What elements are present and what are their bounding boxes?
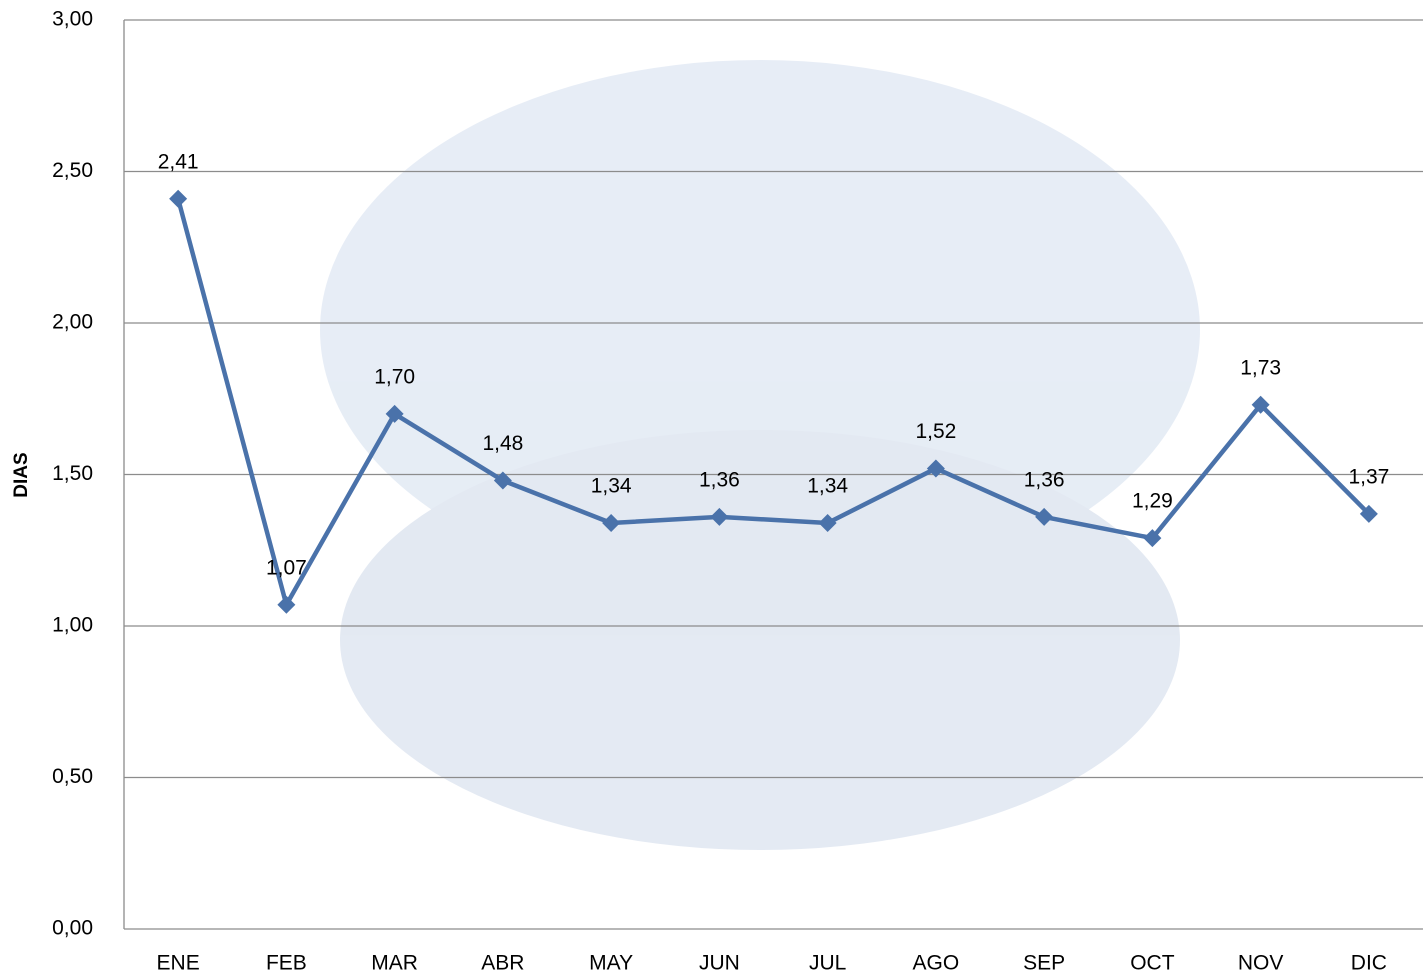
x-tick-label: FEB (266, 952, 307, 975)
x-tick-label: OCT (1130, 952, 1175, 975)
data-label: 1,34 (807, 475, 848, 498)
marker (169, 190, 187, 208)
data-label: 2,41 (158, 150, 199, 173)
data-label: 1,52 (915, 420, 956, 443)
x-tick-label: DIC (1351, 952, 1387, 975)
y-tick-label: 0,00 (52, 917, 93, 940)
y-tick-label: 1,50 (52, 462, 93, 485)
marker (277, 596, 295, 614)
x-tick-label: ENE (157, 952, 200, 975)
x-tick-label: JUN (699, 952, 740, 975)
x-tick-label: MAY (589, 952, 633, 975)
watermark (320, 60, 1200, 850)
x-tick-label: NOV (1238, 952, 1284, 975)
data-label: 1,37 (1348, 465, 1389, 488)
data-label: 1,07 (266, 556, 307, 579)
y-tick-label: 3,00 (52, 8, 93, 31)
x-tick-label: AGO (913, 952, 960, 975)
data-label: 1,36 (699, 468, 740, 491)
x-tick-label: MAR (371, 952, 418, 975)
y-tick-label: 1,00 (52, 614, 93, 637)
data-label: 1,29 (1132, 490, 1173, 513)
data-label: 1,48 (482, 432, 523, 455)
data-label: 1,36 (1024, 468, 1065, 491)
x-tick-label: JUL (809, 952, 846, 975)
y-axis-label: DIAS (11, 452, 32, 497)
data-label: 1,73 (1240, 356, 1281, 379)
x-tick-label: SEP (1023, 952, 1065, 975)
x-tick-label: ABR (481, 952, 524, 975)
y-tick-label: 2,50 (52, 159, 93, 182)
data-label: 1,34 (591, 475, 632, 498)
y-tick-label: 2,00 (52, 311, 93, 334)
y-tick-label: 0,50 (52, 765, 93, 788)
data-label: 1,70 (374, 365, 415, 388)
chart: DIAS 0,00 0,50 1,00 1,50 2,00 2,50 3,00 ENE FEB M… (0, 0, 1423, 977)
